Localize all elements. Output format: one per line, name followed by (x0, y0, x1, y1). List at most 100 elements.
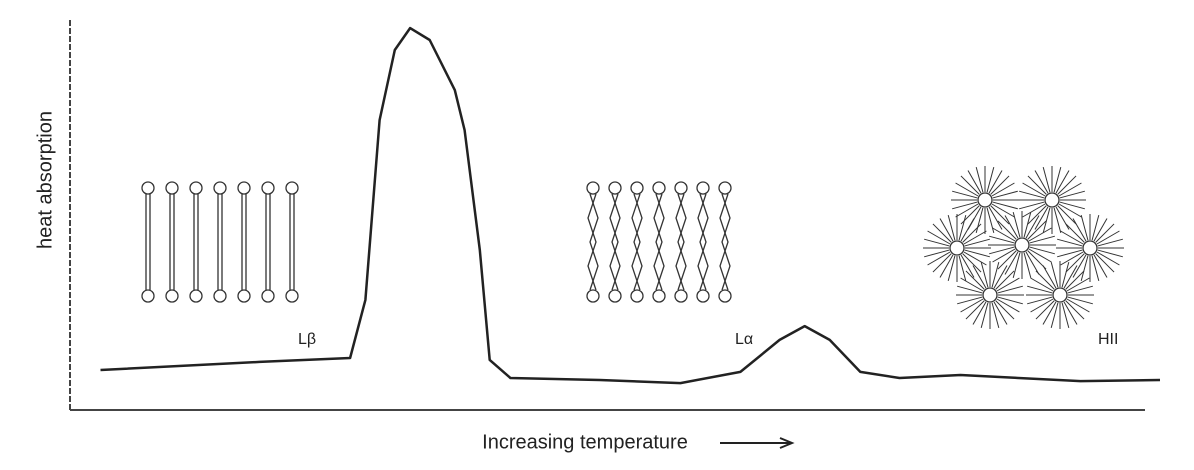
lipid-tail (932, 223, 952, 243)
lipid-tail (1035, 300, 1055, 320)
lipid-tail (1065, 300, 1085, 320)
lipid-tail (997, 296, 1023, 305)
lipid-tail (993, 301, 1008, 325)
phase-label: Lα (735, 331, 753, 348)
phase-label: HII (1098, 331, 1118, 348)
lipid-tail (960, 298, 984, 313)
lipid-tail (1022, 203, 1046, 218)
lipid-tail (1028, 227, 1052, 242)
lipid-tail (1067, 296, 1093, 305)
lipid-tail (995, 270, 1015, 290)
lipid-tail (960, 175, 980, 195)
lipid-head (652, 289, 666, 303)
lipid-tail (957, 296, 983, 305)
lipid-tail (972, 301, 987, 325)
lipid-tail (1066, 298, 1090, 313)
arrow (720, 437, 795, 449)
lipid-tail (719, 193, 729, 291)
lipid-head (977, 192, 993, 208)
lipid-head (261, 289, 275, 303)
lipid-head (189, 181, 203, 195)
lipid-tail (1097, 249, 1123, 258)
lipid-tail (633, 193, 643, 291)
lipid-tail (924, 249, 950, 258)
lipid-tail (631, 193, 641, 291)
lipid-tail (986, 207, 995, 233)
lipid-tail (965, 300, 985, 320)
lipid-tail (1055, 170, 1070, 194)
lipid-head (696, 181, 710, 195)
lipid-tail (958, 215, 967, 241)
lipid-tail (1057, 238, 1083, 247)
lipid-tail (611, 193, 621, 291)
lipid-tail (988, 170, 1003, 194)
lipid-tail (964, 238, 990, 247)
lipid-head (652, 181, 666, 195)
lipid-tail (963, 230, 987, 245)
lipid-tail (960, 277, 984, 292)
lipid-tail (1093, 254, 1108, 278)
lipid-tail (1058, 203, 1082, 218)
lipid-tail (1096, 251, 1120, 266)
lipid-tail (1053, 207, 1062, 233)
lipid-tail (655, 193, 665, 291)
lipid-tail (1061, 262, 1070, 288)
lipid-tail (1063, 301, 1078, 325)
lipid-tail (991, 262, 1000, 288)
lipid-tail (1004, 251, 1019, 275)
lipid-tail (1059, 201, 1085, 210)
lipid-tail (990, 175, 1010, 195)
lipid-head (189, 289, 203, 303)
lipid-head (718, 289, 732, 303)
lipid-tail (972, 265, 987, 289)
lipid-tail (1091, 255, 1100, 281)
lipid-head (165, 289, 179, 303)
lipid-tail (1061, 302, 1070, 328)
lipid-tail (997, 220, 1017, 240)
lipid-tail (963, 251, 987, 266)
lipid-tail (1060, 251, 1084, 266)
lipid-tail (1019, 201, 1045, 210)
lipid-tail (1057, 249, 1083, 258)
lipid-tail (1023, 252, 1032, 278)
lipid-tail (1042, 265, 1057, 289)
lipid-head (674, 181, 688, 195)
lipid-tail (993, 265, 1008, 289)
lipid-tail (1030, 277, 1054, 292)
lipid-tail (675, 193, 685, 291)
lipid-tail (1080, 255, 1089, 281)
lipid-tail (957, 285, 983, 294)
curve (100, 26, 1161, 385)
x-axis-label: Increasing temperature (482, 431, 688, 453)
lipid-tail (991, 203, 1015, 218)
lipid-tail (962, 253, 982, 273)
lipid-head (141, 181, 155, 195)
lipid-tail (1012, 212, 1021, 238)
lipid-tail (962, 223, 982, 243)
lipid-tail (1030, 298, 1054, 313)
lipid-tail (991, 302, 1000, 328)
lipid-tail (939, 254, 954, 278)
lipid-tail (1058, 182, 1082, 197)
lipid-tail (1066, 277, 1090, 292)
lipid-head (586, 181, 600, 195)
lipid-tail (992, 227, 1016, 242)
lipid-tail (1095, 253, 1115, 273)
lipid-tail (1065, 270, 1085, 290)
lipid-tail (947, 215, 956, 241)
lipid-tail (980, 262, 989, 288)
lipid-tail (1027, 205, 1047, 225)
lipid-tail (1025, 251, 1040, 275)
lipid-tail (1034, 170, 1049, 194)
lipid-head (1082, 240, 1098, 256)
lipid-tail (721, 193, 731, 291)
lipid-tail (1027, 296, 1053, 305)
lipid-head (608, 289, 622, 303)
lipid-tail (996, 277, 1020, 292)
lipid-tail (947, 255, 956, 281)
lipid-tail (990, 205, 1010, 225)
lipid-tail (986, 167, 995, 193)
lipid-tail (1059, 190, 1085, 199)
lipid-head (261, 181, 275, 195)
